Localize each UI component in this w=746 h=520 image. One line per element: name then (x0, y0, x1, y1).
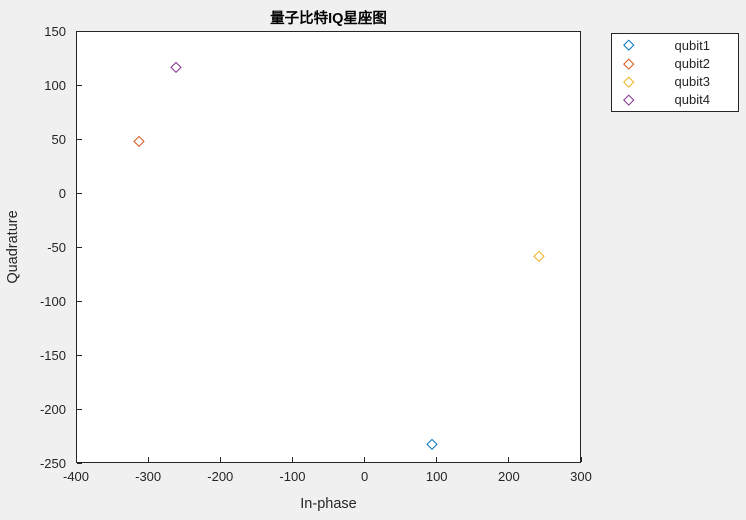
x-tick-label: 0 (360, 469, 369, 484)
y-tick-mark (77, 354, 82, 356)
x-tick-label: 100 (425, 469, 448, 484)
y-tick-mark (77, 30, 82, 32)
x-tick-mark (436, 457, 438, 462)
y-tick-label: -200 (39, 401, 66, 417)
x-tick-mark (75, 457, 77, 462)
x-tick-label: -200 (207, 469, 234, 484)
x-tick-label: -400 (62, 469, 90, 484)
plot-area (76, 31, 581, 463)
legend-row-qubit1: qubit1 (612, 37, 738, 54)
x-tick-label: 300 (570, 469, 592, 484)
x-tick-mark (580, 457, 582, 462)
legend-marker-icon (623, 58, 635, 69)
legend-marker-icon (623, 39, 635, 51)
legend-marker-icon (623, 94, 635, 106)
y-tick-label: 150 (44, 23, 66, 39)
y-tick-mark (77, 192, 82, 194)
legend-row-qubit2: qubit2 (612, 55, 738, 72)
legend-row-qubit4: qubit4 (612, 91, 738, 108)
y-tick-label: 0 (58, 185, 66, 201)
legend-label: qubit4 (674, 92, 710, 108)
x-axis-label: In-phase (300, 496, 357, 512)
x-tick-mark (147, 457, 149, 462)
x-tick-label: 200 (497, 469, 520, 484)
y-tick-label: -250 (39, 455, 66, 471)
x-tick-mark (364, 457, 366, 462)
y-tick-mark (77, 300, 82, 302)
y-tick-mark (77, 138, 82, 140)
y-tick-mark (77, 84, 82, 86)
legend-row-qubit3: qubit3 (612, 73, 738, 90)
legend-label: qubit1 (674, 37, 710, 53)
legend-label: qubit2 (674, 55, 710, 71)
y-tick-label: 50 (51, 131, 66, 147)
x-tick-label: -300 (135, 469, 162, 484)
legend: qubit1 qubit2 qubit3 qubit4 (611, 33, 739, 112)
y-tick-mark (77, 408, 82, 410)
chart-title: 量子比特IQ星座图 (270, 11, 387, 27)
legend-marker-icon (623, 76, 635, 87)
y-tick-label: 100 (44, 77, 66, 93)
x-tick-label: -100 (279, 469, 306, 484)
x-tick-mark (219, 457, 221, 462)
x-tick-mark (508, 457, 510, 462)
y-tick-label: -100 (39, 293, 66, 309)
y-tick-label: -150 (39, 347, 66, 363)
y-tick-mark (77, 246, 82, 248)
y-tick-label: -50 (47, 239, 66, 255)
legend-label: qubit3 (674, 74, 710, 90)
y-tick-mark (77, 462, 82, 464)
x-tick-mark (291, 457, 293, 462)
